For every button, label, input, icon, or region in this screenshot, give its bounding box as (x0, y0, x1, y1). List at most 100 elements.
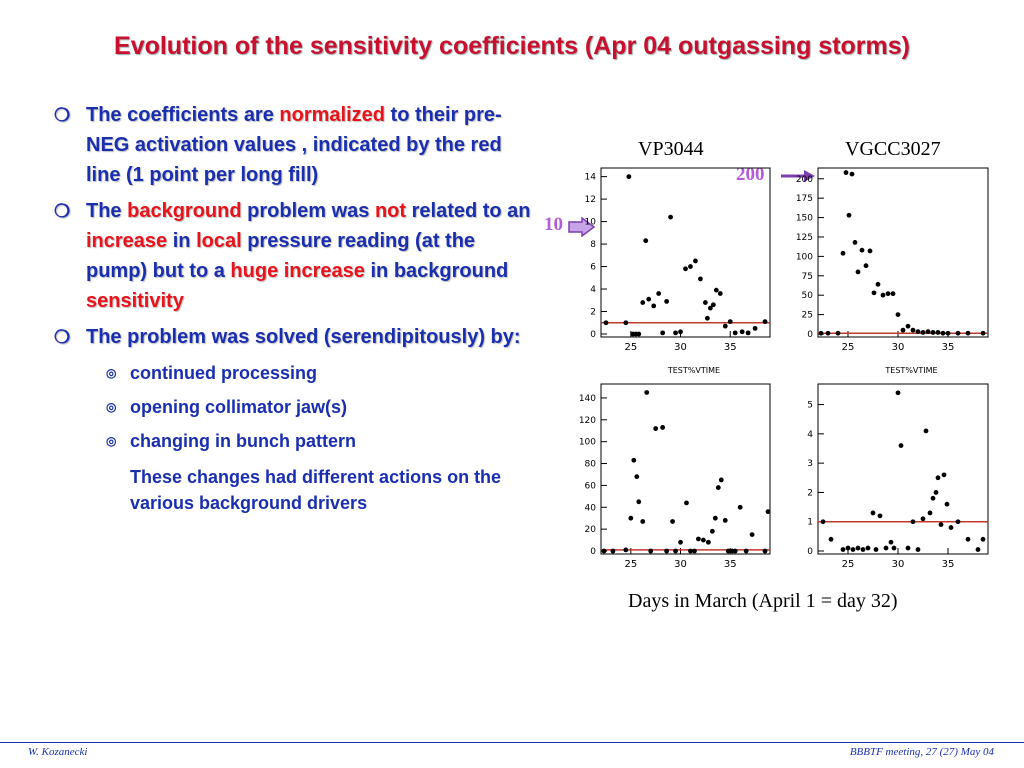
data-point (700, 537, 706, 543)
sub-bullet-icon: ◎ (106, 400, 117, 414)
y-tick-label: 1 (807, 518, 813, 528)
data-point (840, 250, 846, 256)
y-tick-label: 14 (585, 173, 597, 183)
x-tick-label: 35 (942, 559, 955, 570)
highlight-text: normalized (279, 104, 385, 126)
y-tick-label: 0 (590, 330, 596, 340)
y-tick-label: 200 (796, 175, 813, 185)
x-tick-label: 25 (842, 342, 855, 353)
data-point (752, 325, 758, 331)
bullet-segment: The problem was solved (serendipitously)… (86, 326, 521, 348)
x-axis-label: TEST%VTIME (884, 366, 937, 375)
data-point (855, 269, 861, 275)
y-tick-label: 100 (796, 252, 813, 262)
y-tick-label: 75 (802, 272, 813, 282)
bullet-segment: pressure reading (at the pump) but to a (86, 230, 476, 282)
data-point (707, 305, 713, 311)
data-point (905, 323, 911, 329)
x-tick-label: 30 (674, 559, 687, 570)
data-point (920, 516, 926, 522)
data-point (965, 536, 971, 542)
slide-title: Evolution of the sensitivity coefficient… (114, 32, 910, 60)
plot-frame (600, 383, 771, 555)
data-point (715, 485, 721, 490)
y-tick-label: 12 (585, 195, 596, 205)
data-point (895, 390, 901, 396)
data-point (845, 545, 851, 551)
sub-item-text: opening collimator jaw(s) (130, 397, 348, 417)
data-point (732, 548, 738, 554)
data-point (920, 330, 926, 335)
arrow-200-label: 200 (736, 164, 765, 185)
bullet-segment: related to an (406, 200, 531, 222)
data-point (623, 547, 629, 553)
data-point (664, 548, 670, 554)
data-point (915, 329, 921, 335)
footer-rule (0, 742, 1024, 743)
data-point (623, 320, 629, 326)
data-point (653, 426, 659, 431)
data-point (925, 329, 931, 335)
data-point (725, 548, 731, 554)
data-point (717, 291, 723, 296)
y-tick-label: 0 (590, 547, 596, 557)
scatter-plot: 0 2 4 6 8 10 12 14 25 30 35 TEST%VTIME (585, 167, 771, 375)
data-point (891, 545, 897, 551)
data-point (704, 315, 710, 321)
data-point (871, 290, 877, 296)
data-point (705, 539, 711, 545)
highlight-text: increase (86, 230, 168, 252)
data-point (867, 248, 873, 254)
highlight-text: background (127, 200, 242, 222)
x-tick-label: 35 (724, 342, 737, 353)
highlight-text: local (196, 230, 242, 252)
data-point (849, 171, 855, 177)
bullet-icon: ❍ (54, 105, 71, 125)
data-point (696, 536, 701, 542)
data-point (930, 495, 936, 501)
y-tick-label: 0 (807, 547, 813, 557)
data-point (603, 320, 609, 326)
data-point (765, 509, 771, 515)
data-point (945, 330, 951, 336)
data-point (743, 548, 749, 554)
data-point (678, 329, 683, 335)
data-point (975, 547, 981, 552)
data-point (656, 291, 662, 296)
data-point (648, 548, 654, 554)
y-tick-label: 8 (590, 240, 596, 250)
data-point (850, 547, 856, 552)
data-point (640, 300, 646, 305)
data-point (846, 212, 852, 218)
data-point (664, 299, 670, 304)
data-point (955, 519, 961, 525)
arrow-10-icon (568, 217, 596, 237)
y-tick-label: 100 (579, 438, 596, 448)
y-tick-label: 120 (579, 416, 596, 426)
bullet-segment: The coefficients are (86, 104, 280, 126)
data-point (935, 330, 941, 335)
data-point (883, 545, 889, 551)
sub-item: ◎ changing in bunch pattern (54, 428, 534, 454)
x-tick-label: 25 (842, 559, 855, 570)
data-point (873, 547, 879, 552)
y-tick-label: 175 (796, 194, 813, 204)
data-point (601, 548, 607, 554)
data-point (980, 536, 986, 542)
bullet-segment: problem was (241, 200, 375, 222)
data-point (898, 443, 904, 448)
data-point (818, 330, 824, 336)
data-point (910, 519, 916, 525)
data-point (636, 499, 642, 505)
data-point (843, 170, 849, 175)
data-point (859, 247, 865, 253)
data-point (722, 517, 728, 523)
data-point (888, 539, 894, 545)
bullet-segment: The (86, 200, 128, 222)
bullet-item: ❍ The coefficients are normalized to thei… (54, 100, 534, 190)
highlight-text: huge increase (230, 260, 365, 282)
data-point (941, 472, 947, 478)
arrow-10-label: 10 (544, 214, 563, 235)
data-point (825, 330, 831, 336)
data-point (880, 292, 886, 298)
